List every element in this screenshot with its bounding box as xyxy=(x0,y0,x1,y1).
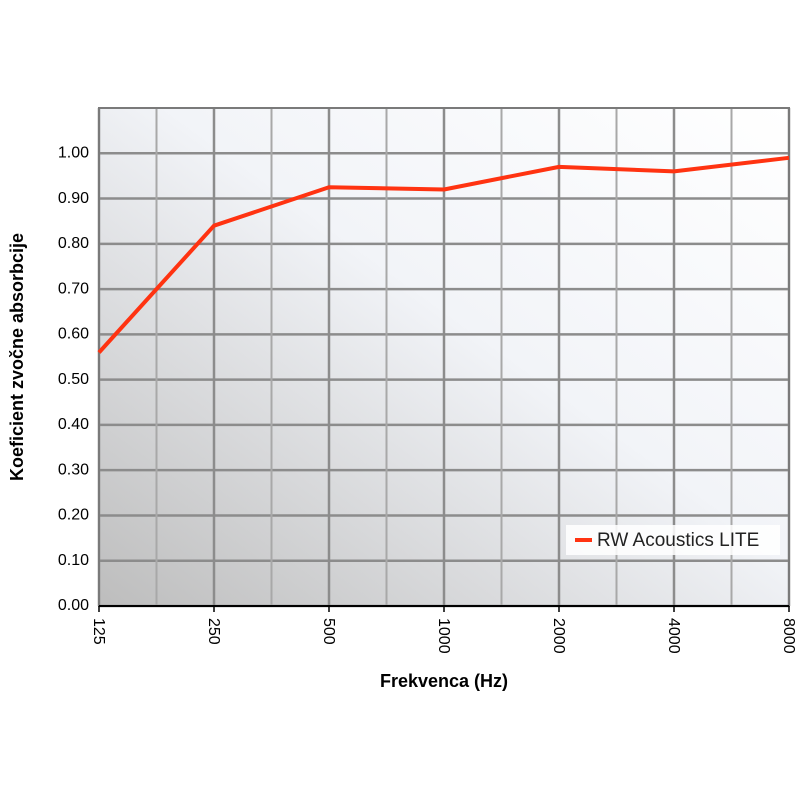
x-tick-label: 1000 xyxy=(435,618,452,654)
y-tick-label: 0.70 xyxy=(58,280,89,297)
y-tick-label: 0.40 xyxy=(58,416,89,433)
y-tick-label: 0.00 xyxy=(58,597,89,614)
x-tick-label: 8000 xyxy=(780,618,797,654)
y-tick-label: 0.50 xyxy=(58,371,89,388)
y-tick-label: 0.90 xyxy=(58,190,89,207)
x-axis-label: Frekvenca (Hz) xyxy=(380,671,508,691)
data-line xyxy=(97,155,790,354)
x-tick-label: 500 xyxy=(320,618,337,645)
y-tick-label: 0.30 xyxy=(58,461,89,478)
y-tick-label: 0.10 xyxy=(58,552,89,569)
x-tick-label: 4000 xyxy=(665,618,682,654)
y-tick-label: 0.80 xyxy=(58,235,89,252)
x-tick-label: 125 xyxy=(90,618,107,645)
y-axis-label: Koeficient zvočne absorbcije xyxy=(7,233,27,481)
y-tick-label: 0.20 xyxy=(58,507,89,524)
y-tick-label: 1.00 xyxy=(58,144,89,161)
y-tick-label: 0.60 xyxy=(58,326,89,343)
legend-label: RW Acoustics LITE xyxy=(597,530,759,551)
legend-background xyxy=(566,525,780,555)
x-tick-label: 250 xyxy=(205,618,222,645)
x-tick-label: 2000 xyxy=(550,618,567,654)
